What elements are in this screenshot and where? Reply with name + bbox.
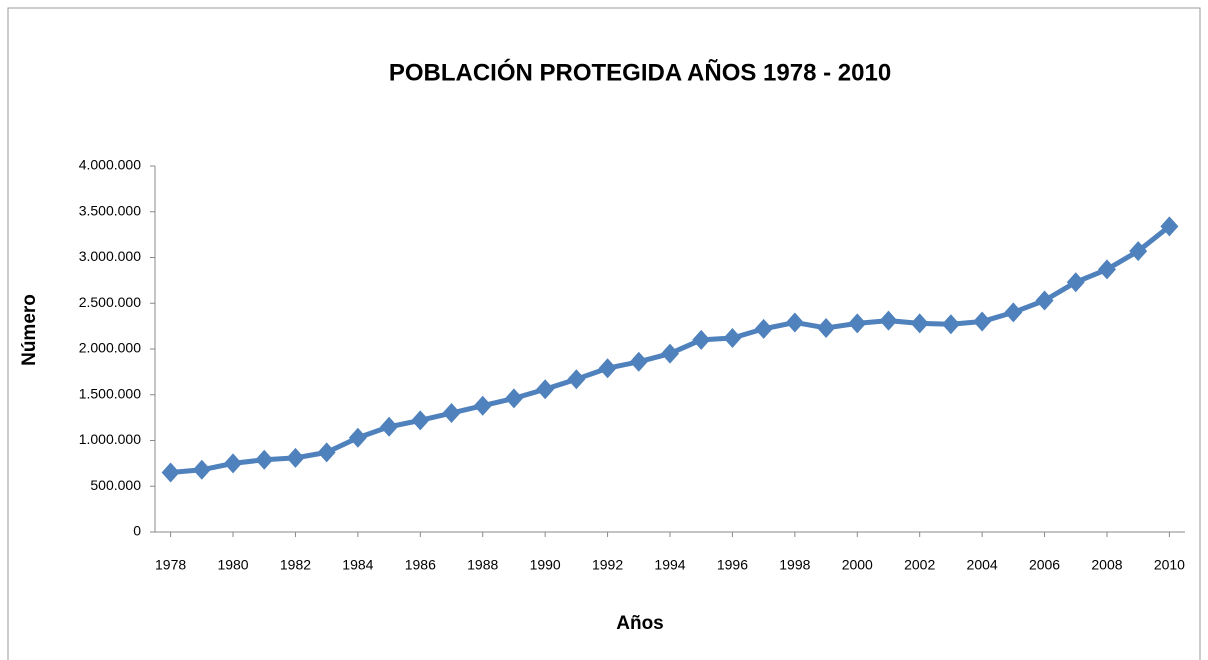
data-point: [1004, 302, 1023, 323]
x-tick-label: 1998: [779, 557, 810, 573]
data-point: [1129, 241, 1148, 262]
data-point: [692, 329, 711, 350]
chart-border: [7, 7, 1201, 660]
x-tick-label: 2002: [904, 557, 935, 573]
data-point: [1160, 216, 1179, 237]
x-tick-label: 2010: [1154, 557, 1185, 573]
x-tick-label: 1984: [342, 557, 373, 573]
data-point: [473, 395, 492, 416]
x-tick-label: 1990: [530, 557, 561, 573]
data-point: [973, 311, 992, 332]
data-point: [192, 459, 211, 480]
x-tick-label: 1986: [405, 557, 436, 573]
x-tick-label: 1996: [717, 557, 748, 573]
data-point: [910, 313, 929, 334]
y-tick-label: 500.000: [90, 477, 141, 493]
data-point: [785, 312, 804, 333]
data-point: [941, 314, 960, 335]
data-point: [723, 328, 742, 349]
x-tick-label: 2004: [967, 557, 998, 573]
y-tick-label: 1.500.000: [79, 385, 141, 401]
data-point: [286, 447, 305, 468]
data-point: [754, 318, 773, 339]
data-point: [317, 442, 336, 463]
data-point: [1066, 272, 1085, 293]
y-tick-label: 3.000.000: [79, 248, 141, 264]
x-tick-label: 1982: [280, 557, 311, 573]
y-tick-label: 2.500.000: [79, 294, 141, 310]
y-tick-label: 0: [133, 523, 141, 539]
x-tick-label: 2000: [842, 557, 873, 573]
y-axis-label: Número: [19, 294, 40, 366]
y-tick-label: 1.000.000: [79, 431, 141, 447]
data-point: [598, 358, 617, 379]
x-tick-label: 2006: [1029, 557, 1060, 573]
data-point: [504, 388, 523, 409]
data-point: [411, 410, 430, 431]
data-point: [161, 462, 180, 483]
x-axis-label: Años: [616, 613, 664, 634]
x-tick-label: 2008: [1091, 557, 1122, 573]
y-tick-label: 2.000.000: [79, 340, 141, 356]
data-point: [1035, 290, 1054, 311]
data-point: [1097, 259, 1116, 280]
data-point: [348, 427, 367, 448]
data-point: [629, 351, 648, 372]
x-tick-label: 1978: [155, 557, 186, 573]
data-point: [879, 310, 898, 331]
data-point: [224, 453, 243, 474]
data-point: [567, 369, 586, 390]
data-point: [255, 449, 274, 470]
data-point: [442, 403, 461, 424]
x-tick-label: 1992: [592, 557, 623, 573]
data-point: [817, 317, 836, 338]
data-point: [536, 379, 555, 400]
data-point: [661, 343, 679, 364]
y-tick-label: 4.000.000: [79, 157, 141, 173]
x-tick-label: 1980: [217, 557, 248, 573]
x-tick-label: 1994: [654, 557, 685, 573]
data-point: [380, 416, 399, 437]
y-tick-label: 3.500.000: [79, 202, 141, 218]
data-point: [848, 313, 867, 334]
x-tick-label: 1988: [467, 557, 498, 573]
chart-title: POBLACIÓN PROTEGIDA AÑOS 1978 - 2010: [389, 58, 891, 86]
